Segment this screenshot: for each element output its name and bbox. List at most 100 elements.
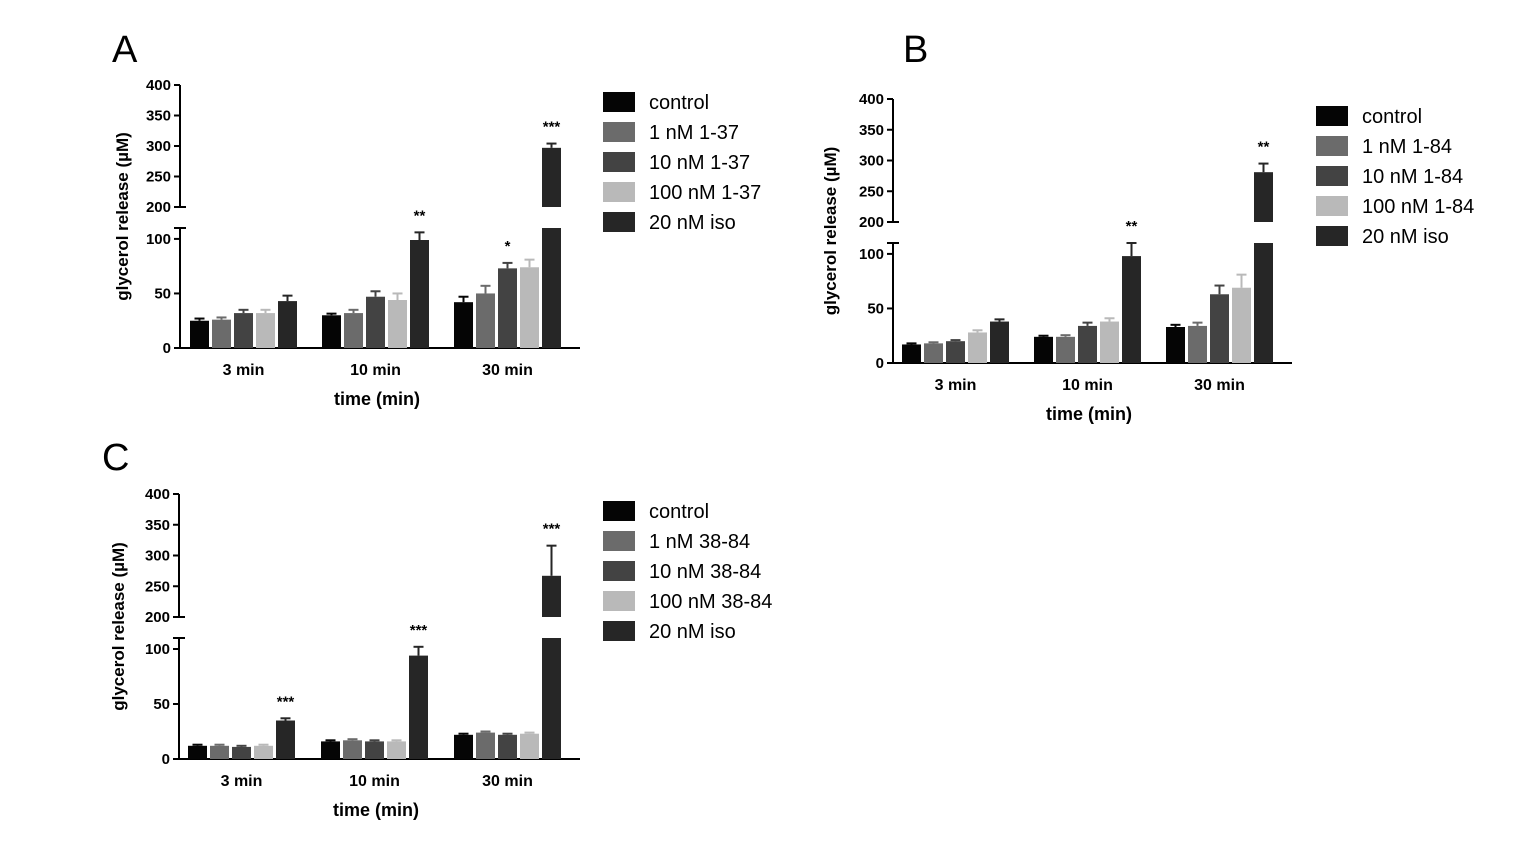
bar: [520, 267, 539, 348]
y-tick-label: 400: [146, 77, 171, 94]
bar: [254, 745, 273, 759]
x-tick-label: 30 min: [482, 362, 533, 379]
bar: [968, 332, 987, 363]
panel-label: B: [903, 29, 928, 71]
y-tick-label: 250: [146, 169, 171, 186]
legend-label: 10 nM 38-84: [649, 561, 761, 583]
legend-swatch: [603, 531, 635, 551]
bar: [278, 301, 297, 348]
x-axis-label: time (min): [1046, 404, 1132, 424]
chart-panel-B: B 0 50 100 200 250 300 350 400 3 min 10 min 30 min *…: [821, 29, 1474, 424]
legend-swatch: [603, 591, 635, 611]
bar: [365, 741, 384, 759]
bar: [498, 268, 517, 348]
legend-label: 1 nM 1-84: [1362, 136, 1452, 158]
significance-label: **: [1258, 139, 1270, 156]
bar: [542, 147, 561, 207]
y-tick-label: 100: [145, 641, 170, 658]
legend-swatch: [1316, 136, 1348, 156]
legend-label: 100 nM 1-84: [1362, 196, 1474, 218]
bar: [476, 732, 495, 759]
bar: [256, 313, 275, 348]
y-tick-label: 250: [859, 183, 884, 200]
significance-label: **: [1126, 218, 1138, 235]
y-axis-label: glycerol release (µM): [109, 542, 128, 711]
legend-swatch: [603, 122, 635, 142]
legend-swatch: [603, 561, 635, 581]
legend-swatch: [603, 501, 635, 521]
bar: [409, 655, 428, 759]
legend-label: 100 nM 38-84: [649, 591, 772, 613]
y-tick-label: 250: [145, 578, 170, 595]
bar: [1034, 336, 1053, 363]
y-tick-label: 0: [163, 340, 171, 357]
bar: [388, 300, 407, 348]
bar: [1166, 327, 1185, 363]
y-tick-label: 400: [145, 486, 170, 503]
chart-panel-C: C 0 50 100 200 250 300 350 400 3 min 10 min 30 min *…: [102, 437, 772, 820]
y-tick-label: 100: [859, 246, 884, 263]
y-tick-label: 300: [146, 138, 171, 155]
legend-label: 20 nM iso: [649, 212, 736, 234]
legend-swatch: [1316, 226, 1348, 246]
y-tick-label: 300: [859, 153, 884, 170]
bar: [188, 745, 207, 759]
legend-swatch: [1316, 196, 1348, 216]
bar: [924, 343, 943, 363]
y-tick-label: 0: [876, 355, 884, 372]
y-tick-label: 50: [154, 285, 171, 302]
significance-label: ***: [543, 119, 561, 136]
legend-swatch: [1316, 166, 1348, 186]
legend-label: control: [649, 501, 709, 523]
legend-label: 10 nM 1-37: [649, 152, 750, 174]
bar: [454, 302, 473, 348]
y-tick-label: 350: [859, 122, 884, 139]
x-tick-label: 30 min: [1194, 377, 1245, 394]
bar: [344, 313, 363, 348]
bar: [387, 741, 406, 759]
y-tick-label: 50: [867, 300, 884, 317]
bar: [1100, 321, 1119, 363]
bar: [210, 745, 229, 759]
legend-label: 10 nM 1-84: [1362, 166, 1463, 188]
bar: [234, 313, 253, 348]
bar: [1122, 256, 1141, 363]
bar: [410, 240, 429, 348]
bar: [520, 733, 539, 759]
legend-swatch: [603, 92, 635, 112]
y-tick-label: 100: [146, 231, 171, 248]
legend-swatch: [603, 152, 635, 172]
bar: [902, 344, 921, 363]
legend-label: control: [649, 92, 709, 114]
y-tick-label: 400: [859, 91, 884, 108]
bar: [542, 228, 561, 348]
bar: [232, 746, 251, 759]
legend-label: 20 nM iso: [649, 621, 736, 643]
bar: [990, 321, 1009, 363]
legend-swatch: [603, 182, 635, 202]
bar: [542, 575, 561, 617]
bar: [366, 296, 385, 348]
x-tick-label: 3 min: [221, 773, 263, 790]
x-axis-label: time (min): [334, 389, 420, 409]
y-axis-label: glycerol release (µM): [821, 147, 840, 316]
bar: [322, 315, 341, 348]
x-tick-label: 3 min: [223, 362, 265, 379]
y-tick-label: 350: [146, 108, 171, 125]
bar: [946, 341, 965, 363]
x-axis-label: time (min): [333, 800, 419, 820]
panel-label: C: [102, 437, 129, 479]
legend-swatch: [603, 212, 635, 232]
bar: [476, 293, 495, 348]
y-tick-label: 200: [859, 214, 884, 231]
legend-label: 1 nM 1-37: [649, 122, 739, 144]
bar: [454, 734, 473, 759]
legend-swatch: [603, 621, 635, 641]
x-tick-label: 3 min: [935, 377, 977, 394]
significance-label: ***: [410, 622, 428, 639]
y-axis-label: glycerol release (µM): [113, 132, 132, 301]
x-tick-label: 10 min: [349, 773, 400, 790]
bar: [542, 638, 561, 759]
legend-label: 20 nM iso: [1362, 226, 1449, 248]
